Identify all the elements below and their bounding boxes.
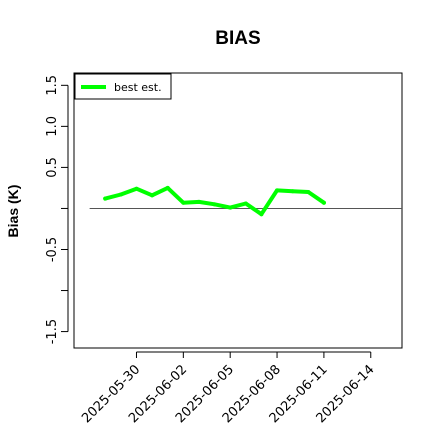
plot-frame [73,72,403,349]
data-point [196,199,201,204]
legend: best est. [74,73,172,100]
data-point [275,188,280,193]
y-tick-label: 1.0 [45,116,60,137]
data-point [290,189,295,194]
y-tick-label: 1.5 [45,75,60,96]
data-point [165,185,170,190]
data-point [259,212,264,217]
y-tick-label: -0.5 [45,237,60,262]
legend-label: best est. [114,81,162,94]
x-axis: 2025-05-302025-06-022025-06-052025-06-08… [79,351,378,426]
data-point [118,192,123,197]
y-axis-label: Bias (K) [5,185,21,238]
data-point [103,196,108,201]
data-point [243,201,248,206]
data-point [212,202,217,207]
chart-title: BIAS [215,28,260,49]
data-point [321,200,326,205]
data-point [150,193,155,198]
series-layer [103,185,326,217]
y-tick-label: -1.5 [45,319,60,344]
data-point [134,186,139,191]
data-point [228,205,233,210]
y-axis: -1.5 -0.5 0.5 1.0 1.5 [45,75,69,344]
y-tick-label: 0.5 [45,157,60,178]
data-point [181,200,186,205]
data-point [306,190,311,195]
